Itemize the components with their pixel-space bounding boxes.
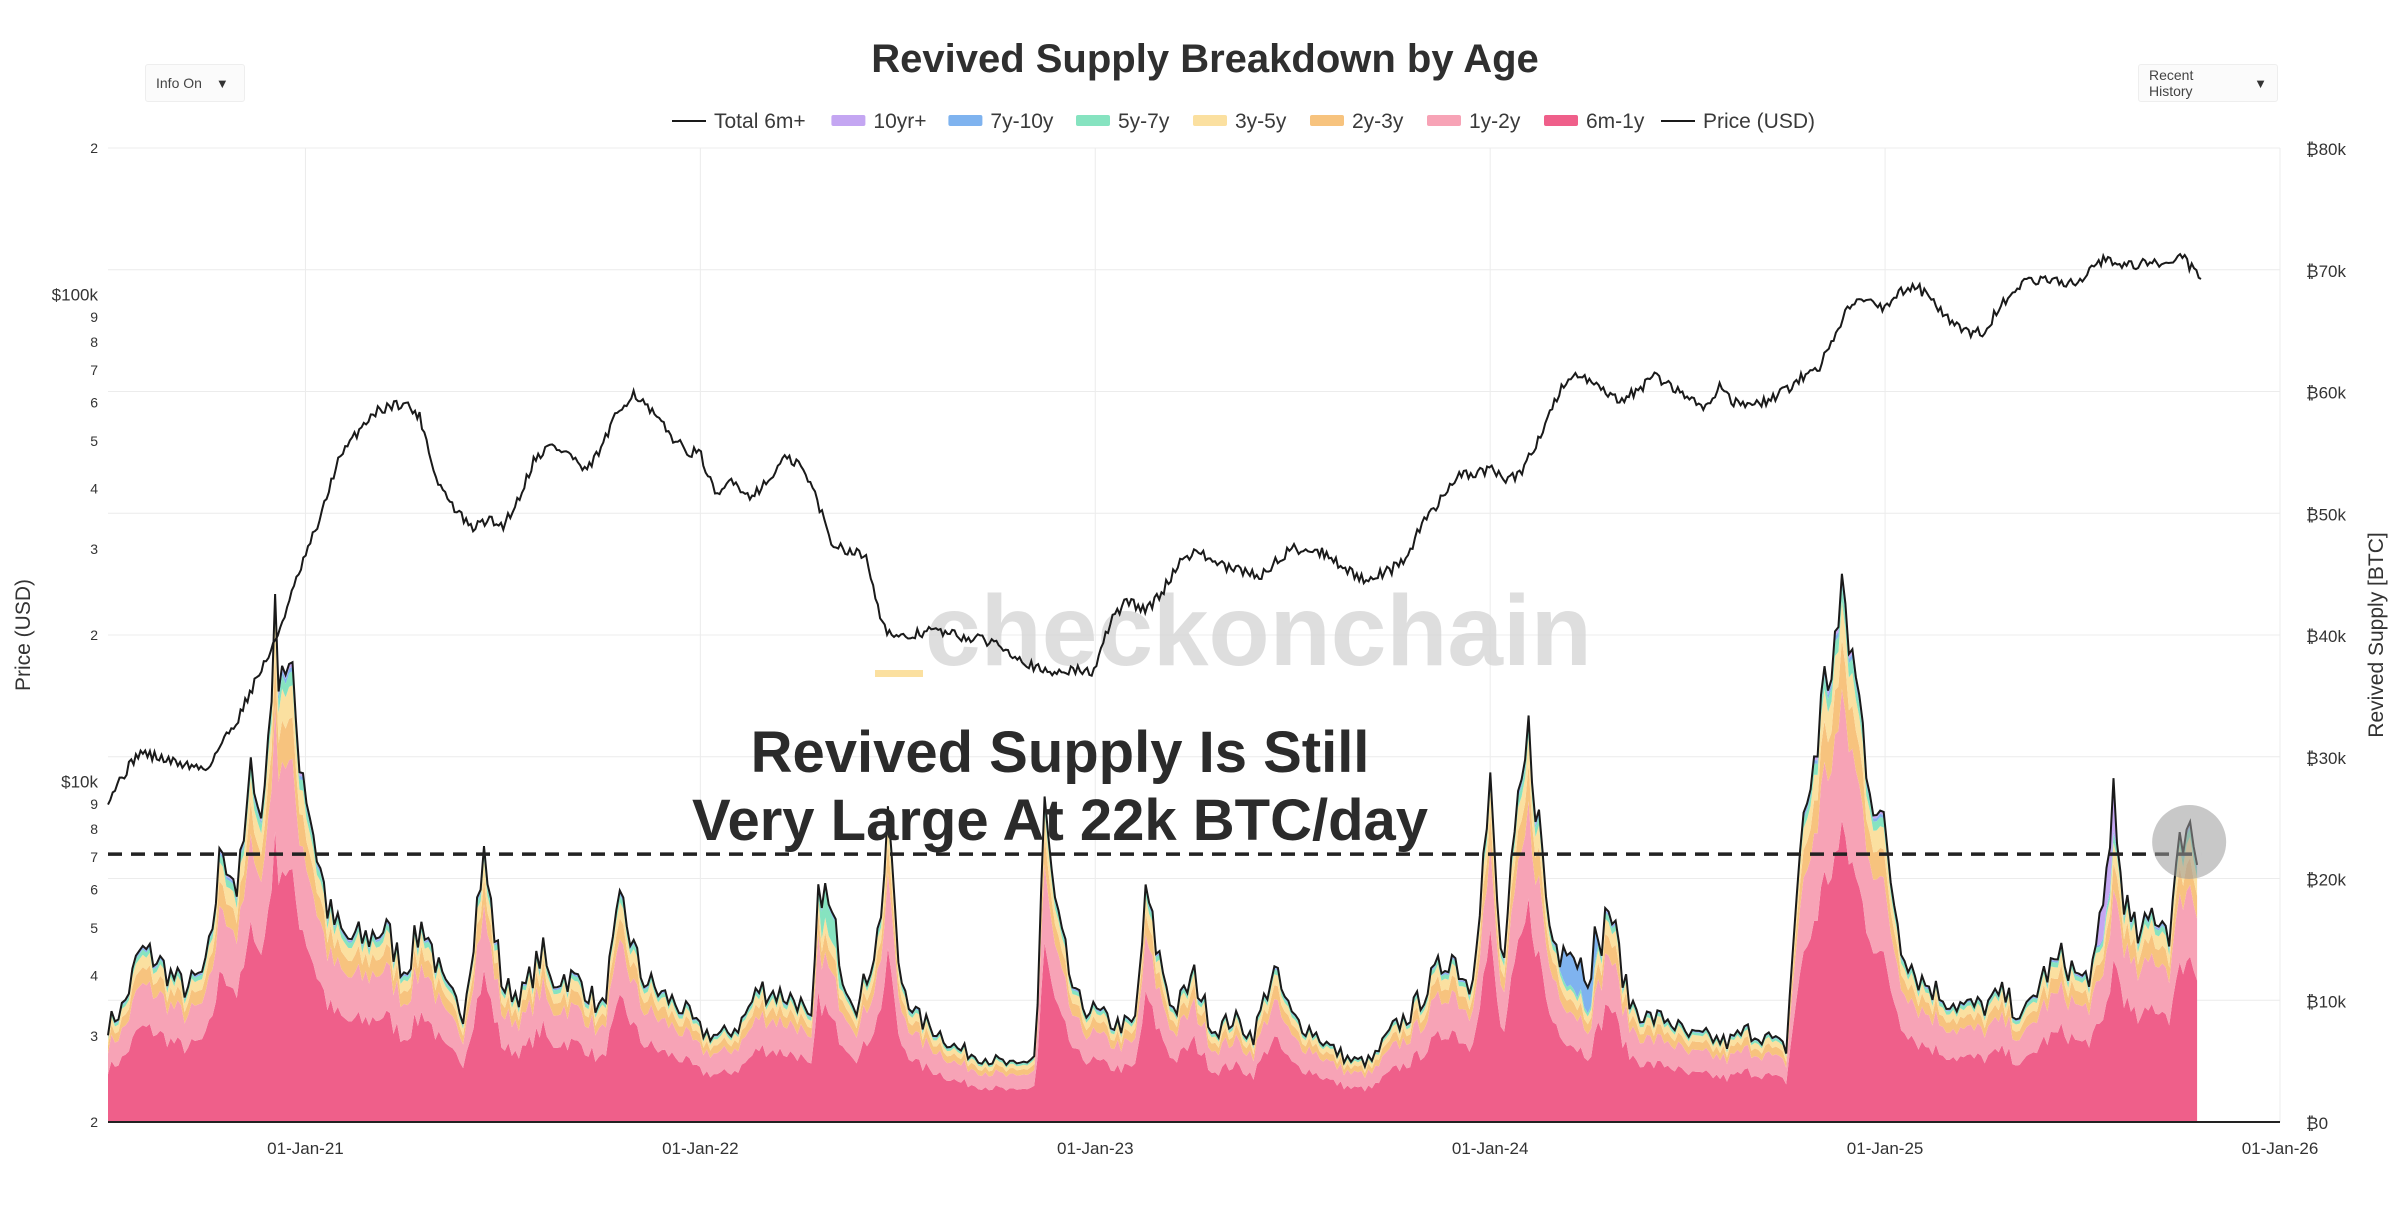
- area-band-2y-3y: [108, 639, 2198, 1079]
- right-tick-label: ₿20k: [2306, 871, 2346, 890]
- legend-label: Price (USD): [1703, 110, 1815, 133]
- right-tick-label: ₿0: [2306, 1114, 2328, 1133]
- left-minor-tick-label: 6: [90, 882, 98, 898]
- left-minor-tick-label: 9: [90, 796, 98, 812]
- right-tick-label: ₿70k: [2306, 262, 2346, 281]
- right-tick-label: ₿10k: [2306, 992, 2346, 1011]
- history-select-label: Recent History: [2149, 67, 2194, 99]
- left-minor-tick-label: 4: [90, 480, 98, 496]
- legend-swatch: [1427, 115, 1461, 126]
- legend-label: 6m-1y: [1586, 110, 1645, 133]
- left-minor-tick-label: 5: [90, 920, 98, 936]
- left-minor-tick-label: 7: [90, 849, 98, 865]
- price-line: [107, 252, 2202, 806]
- left-minor-tick-label: 3: [90, 1028, 98, 1044]
- x-tick-label: 01-Jan-22: [662, 1139, 739, 1158]
- left-minor-tick-label: 8: [90, 334, 98, 350]
- left-minor-tick-label: 2: [90, 140, 98, 156]
- left-minor-tick-label: 9: [90, 309, 98, 325]
- annotation-line-2: Very Large At 22k BTC/day: [692, 788, 1428, 853]
- left-major-tick-label: $10k: [61, 773, 98, 792]
- legend-swatch: [1193, 115, 1227, 126]
- left-minor-tick-label: 8: [90, 821, 98, 837]
- legend-label: 2y-3y: [1352, 110, 1404, 133]
- area-band-3y-5y: [108, 601, 2198, 1074]
- info-toggle-label: Info On: [156, 75, 202, 91]
- stacked-areas: [108, 573, 2198, 1122]
- left-minor-tick-label: 4: [90, 967, 98, 983]
- legend-item-total-6m-: Total 6m+: [672, 110, 806, 133]
- left-axis-title: Price (USD): [12, 579, 35, 691]
- x-tick-label: 01-Jan-25: [1847, 1139, 1924, 1158]
- latest-point-highlight: [2152, 804, 2227, 879]
- legend-item-5y-7y: 5y-7y: [1076, 110, 1170, 133]
- annotation-line-1: Revived Supply Is Still: [751, 720, 1370, 785]
- watermark-underline: [875, 670, 923, 677]
- legend-swatch: [1544, 115, 1578, 126]
- legend-swatch: [1310, 115, 1344, 126]
- right-tick-label: ₿60k: [2306, 384, 2346, 403]
- info-toggle-dropdown[interactable]: Info On ▼: [145, 64, 245, 102]
- chart-title: Revived Supply Breakdown by Age: [871, 37, 1539, 81]
- area-band-6m-1y: [108, 820, 2198, 1122]
- right-axis-title: Revived Supply [BTC]: [2365, 532, 2388, 737]
- legend-item-1y-2y: 1y-2y: [1427, 110, 1521, 133]
- legend-item-price-usd-: Price (USD): [1661, 110, 1815, 133]
- legend-item-10yr-: 10yr+: [831, 110, 927, 133]
- right-tick-label: ₿30k: [2306, 749, 2346, 768]
- legend-label: Total 6m+: [714, 110, 806, 133]
- left-minor-tick-label: 6: [90, 395, 98, 411]
- x-tick-label: 01-Jan-23: [1057, 1139, 1134, 1158]
- history-select-dropdown[interactable]: Recent History ▼: [2138, 64, 2278, 102]
- left-major-tick-label: $100k: [52, 286, 99, 305]
- right-tick-label: ₿40k: [2306, 627, 2346, 646]
- legend: Total 6m+ 10yr+ 7y-10y 5y-7y 3y-5y 2y-3y 1y-2y…: [672, 110, 1815, 133]
- axes: 01-Jan-21 01-Jan-22 01-Jan-23 01-Jan-24 01-J…: [52, 140, 2347, 1158]
- left-minor-tick-label: 3: [90, 541, 98, 557]
- left-minor-tick-label: 7: [90, 362, 98, 378]
- legend-label: 7y-10y: [990, 110, 1054, 133]
- legend-label: 5y-7y: [1118, 110, 1170, 133]
- legend-item-2y-3y: 2y-3y: [1310, 110, 1404, 133]
- left-minor-tick-label: 2: [90, 1114, 98, 1130]
- left-minor-tick-label: 5: [90, 433, 98, 449]
- right-tick-label: ₿80k: [2306, 140, 2346, 159]
- legend-item-6m-1y: 6m-1y: [1544, 110, 1645, 133]
- total-6m-line: [107, 573, 2199, 1070]
- area-band-1y-2y: [108, 688, 2198, 1092]
- legend-swatch: [831, 115, 866, 126]
- legend-swatch: [1076, 115, 1110, 126]
- right-tick-label: ₿50k: [2306, 505, 2346, 524]
- legend-label: 3y-5y: [1235, 110, 1287, 133]
- x-tick-label: 01-Jan-24: [1452, 1139, 1529, 1158]
- watermark: checkonchain: [925, 575, 1592, 687]
- x-tick-label: 01-Jan-21: [267, 1139, 344, 1158]
- legend-label: 10yr+: [873, 110, 926, 133]
- legend-label: 1y-2y: [1469, 110, 1521, 133]
- legend-item-3y-5y: 3y-5y: [1193, 110, 1287, 133]
- x-tick-label: 01-Jan-26: [2242, 1139, 2319, 1158]
- legend-swatch: [948, 115, 983, 126]
- left-minor-tick-label: 2: [90, 627, 98, 643]
- chevron-down-icon: ▼: [2254, 75, 2267, 91]
- legend-item-7y-10y: 7y-10y: [948, 110, 1054, 133]
- chevron-down-icon: ▼: [215, 75, 229, 91]
